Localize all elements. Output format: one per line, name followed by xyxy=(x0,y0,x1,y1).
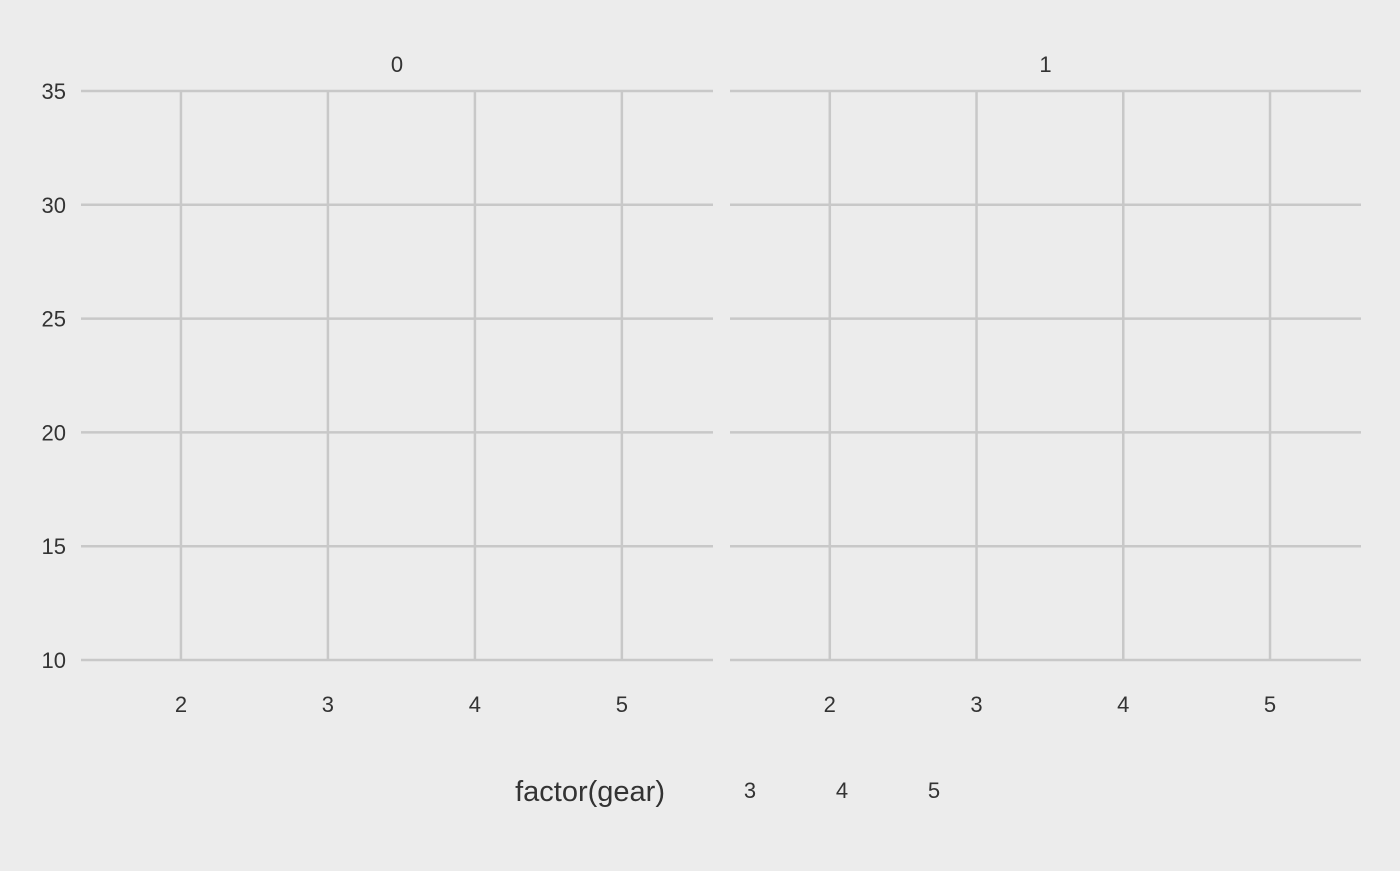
x-tick-label: 4 xyxy=(469,692,481,717)
x-tick-label: 3 xyxy=(970,692,982,717)
facet-strip-label: 0 xyxy=(391,52,403,77)
y-tick-label: 10 xyxy=(42,648,66,673)
x-tick-label: 3 xyxy=(322,692,334,717)
x-tick-label: 2 xyxy=(175,692,187,717)
y-tick-label: 20 xyxy=(42,420,66,445)
y-tick-label: 25 xyxy=(42,307,66,332)
y-tick-label: 35 xyxy=(42,79,66,104)
y-tick-label: 30 xyxy=(42,193,66,218)
y-tick-label: 15 xyxy=(42,534,66,559)
x-tick-label: 5 xyxy=(1264,692,1276,717)
x-tick-label: 5 xyxy=(616,692,628,717)
x-tick-label: 4 xyxy=(1117,692,1129,717)
legend-item-4: 4 xyxy=(836,778,848,803)
legend-item-5: 5 xyxy=(928,778,940,803)
legend-item-3: 3 xyxy=(744,778,756,803)
legend-title: factor(gear) xyxy=(515,776,665,808)
facet-strip-label: 1 xyxy=(1039,52,1051,77)
x-tick-label: 2 xyxy=(824,692,836,717)
